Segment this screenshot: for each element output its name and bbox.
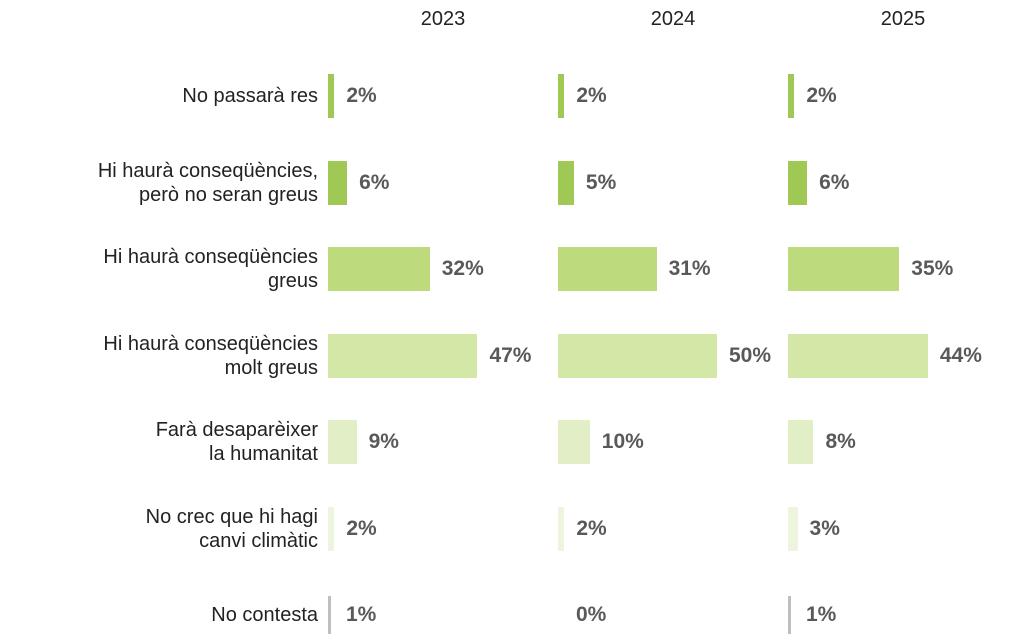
value-label: 35% — [911, 257, 954, 280]
bar — [558, 420, 590, 464]
bar — [328, 596, 332, 634]
bar — [558, 333, 717, 378]
value-label: 6% — [819, 170, 850, 194]
value-label: 10% — [601, 430, 644, 453]
value-label: 2% — [346, 84, 377, 107]
bar — [328, 247, 430, 291]
bar — [558, 506, 565, 551]
bar — [788, 247, 900, 291]
category-label: Hi haurà conseqüències greus — [103, 246, 318, 292]
bar — [328, 333, 478, 378]
category-label: Farà desaparèixer la humanitat — [155, 419, 318, 465]
value-label: 3% — [809, 516, 840, 540]
value-label: 50% — [729, 343, 772, 367]
panel-title: 2025 — [880, 8, 926, 30]
panel-title: 2023 — [420, 8, 466, 30]
bar — [328, 420, 357, 464]
value-label: 44% — [939, 343, 982, 367]
value-label: 31% — [668, 257, 711, 280]
bar — [558, 74, 565, 118]
category-label: Hi haurà conseqüències molt greus — [103, 332, 318, 379]
bar — [788, 506, 798, 551]
value-label: 1% — [346, 603, 377, 626]
value-label: 2% — [806, 84, 837, 107]
category-label: Hi haurà conseqüències, però no seran gr… — [97, 159, 318, 206]
value-label: 5% — [585, 170, 617, 194]
panel-title: 2024 — [650, 8, 696, 30]
bar — [788, 333, 928, 378]
bar — [558, 247, 657, 291]
value-label: 32% — [441, 257, 484, 280]
value-label: 2% — [346, 516, 377, 540]
bar — [788, 596, 792, 634]
value-label: 6% — [359, 170, 390, 194]
category-label: No crec que hi hagi canvi climàtic — [145, 505, 318, 552]
bar — [328, 160, 348, 205]
bar — [328, 74, 335, 118]
category-label: No passarà res — [182, 85, 318, 107]
value-label: 47% — [489, 343, 532, 367]
bar — [788, 420, 814, 464]
value-label: 2% — [576, 516, 607, 540]
bar — [788, 74, 795, 118]
value-label: 0% — [576, 603, 607, 626]
bar — [788, 160, 808, 205]
value-label: 1% — [806, 603, 837, 626]
value-label: 9% — [368, 430, 399, 453]
value-label: 2% — [576, 84, 607, 107]
category-label: No contesta — [211, 604, 318, 626]
bar — [558, 160, 574, 205]
bar — [328, 506, 335, 551]
value-label: 8% — [825, 430, 856, 453]
